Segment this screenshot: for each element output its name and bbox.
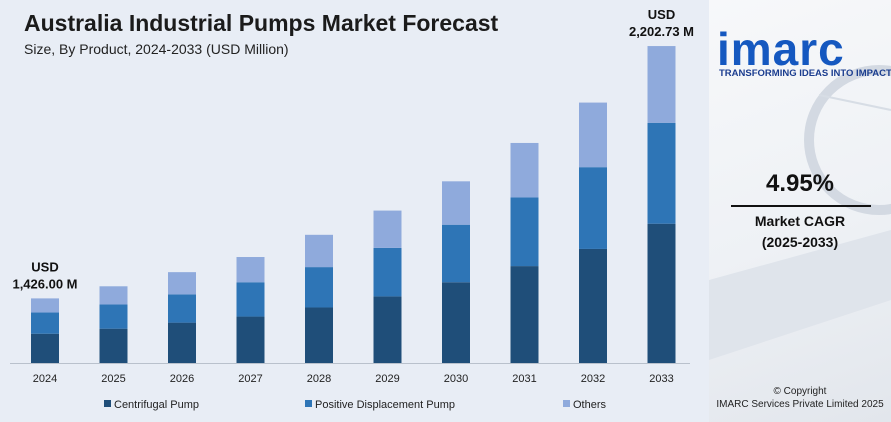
x-tick-label: 2024 (33, 373, 57, 385)
stacked-bar-chart: 2024 USD 1,426.00 M 2025 2026 2027 2028 2029 203… (10, 7, 694, 411)
data-label: USD (31, 259, 58, 274)
logo-tagline: TRANSFORMING IDEAS INTO IMPACT (719, 68, 891, 79)
cagr-label: Market CAGR (754, 213, 846, 229)
bar-segment (442, 224, 470, 283)
bar-segment (373, 247, 402, 297)
bar-segment (31, 298, 59, 313)
bar-segment (373, 296, 402, 363)
data-label: 1,426.00 M (12, 276, 77, 291)
legend-swatch (305, 400, 312, 407)
x-tick-label: 2030 (444, 373, 468, 385)
legend-swatch (104, 400, 111, 407)
decor-line (818, 94, 891, 111)
x-tick-label: 2029 (375, 373, 399, 385)
bar-segment (579, 167, 607, 249)
legend-label: Centrifugal Pump (114, 399, 199, 411)
x-tick-label: 2025 (101, 373, 125, 385)
bar-segment (31, 333, 59, 363)
bar-segment (99, 286, 128, 305)
x-tick-label: 2028 (307, 373, 331, 385)
copyright-line-1: © Copyright (773, 386, 827, 397)
decor-band (709, 230, 891, 360)
copyright-line-2: IMARC Services Private Limited 2025 (716, 399, 884, 410)
bar-segment (510, 266, 539, 363)
imarc-logo: imarc (717, 23, 845, 75)
bar-segment (168, 272, 196, 295)
bar-segment (647, 223, 676, 363)
x-tick-label: 2031 (512, 373, 536, 385)
legend-swatch (563, 400, 570, 407)
bar-segment (31, 312, 59, 334)
decor-circle (804, 65, 891, 215)
bar-segment (579, 248, 607, 363)
x-tick-label: 2032 (581, 373, 605, 385)
bar-segment (99, 328, 128, 363)
cagr-value: 4.95% (765, 170, 835, 197)
bar-segment (168, 294, 196, 323)
bar-segment (305, 307, 333, 363)
bar-segment (442, 181, 470, 225)
bar-segment (168, 322, 196, 363)
chart-panel: Australia Industrial Pumps Market Foreca… (0, 0, 709, 422)
bar-segment (442, 282, 470, 363)
background-decoration (709, 65, 891, 360)
legend-label: Positive Displacement Pump (315, 399, 455, 411)
cagr-divider (731, 205, 871, 207)
bar-segment (647, 46, 676, 123)
bar-segment (510, 197, 539, 267)
cagr-box: 4.95% Market CAGR (2025-2033) (709, 160, 891, 260)
chart-title: Australia Industrial Pumps Market Foreca… (24, 10, 499, 36)
x-tick-label: 2026 (170, 373, 194, 385)
bar-segment (305, 234, 333, 268)
x-tick-label: 2027 (238, 373, 262, 385)
legend-label: Others (573, 399, 607, 411)
bar-segment (579, 102, 607, 168)
cagr-period: (2025-2033) (761, 234, 839, 250)
bar-segment (236, 316, 265, 363)
data-label: USD (648, 7, 675, 22)
bar-segment (236, 257, 265, 283)
data-label: 2,202.73 M (629, 24, 694, 39)
bar-segment (99, 304, 128, 329)
bar-segment (373, 210, 402, 248)
bar-segment (510, 142, 539, 198)
bar-segment (647, 122, 676, 224)
x-tick-label: 2033 (649, 373, 673, 385)
sidebar-panel: imarc TRANSFORMING IDEAS INTO IMPACT 4.9… (709, 0, 891, 422)
bar-segment (236, 282, 265, 317)
bar-segment (305, 267, 333, 308)
chart-subtitle: Size, By Product, 2024-2033 (USD Million… (24, 41, 289, 57)
